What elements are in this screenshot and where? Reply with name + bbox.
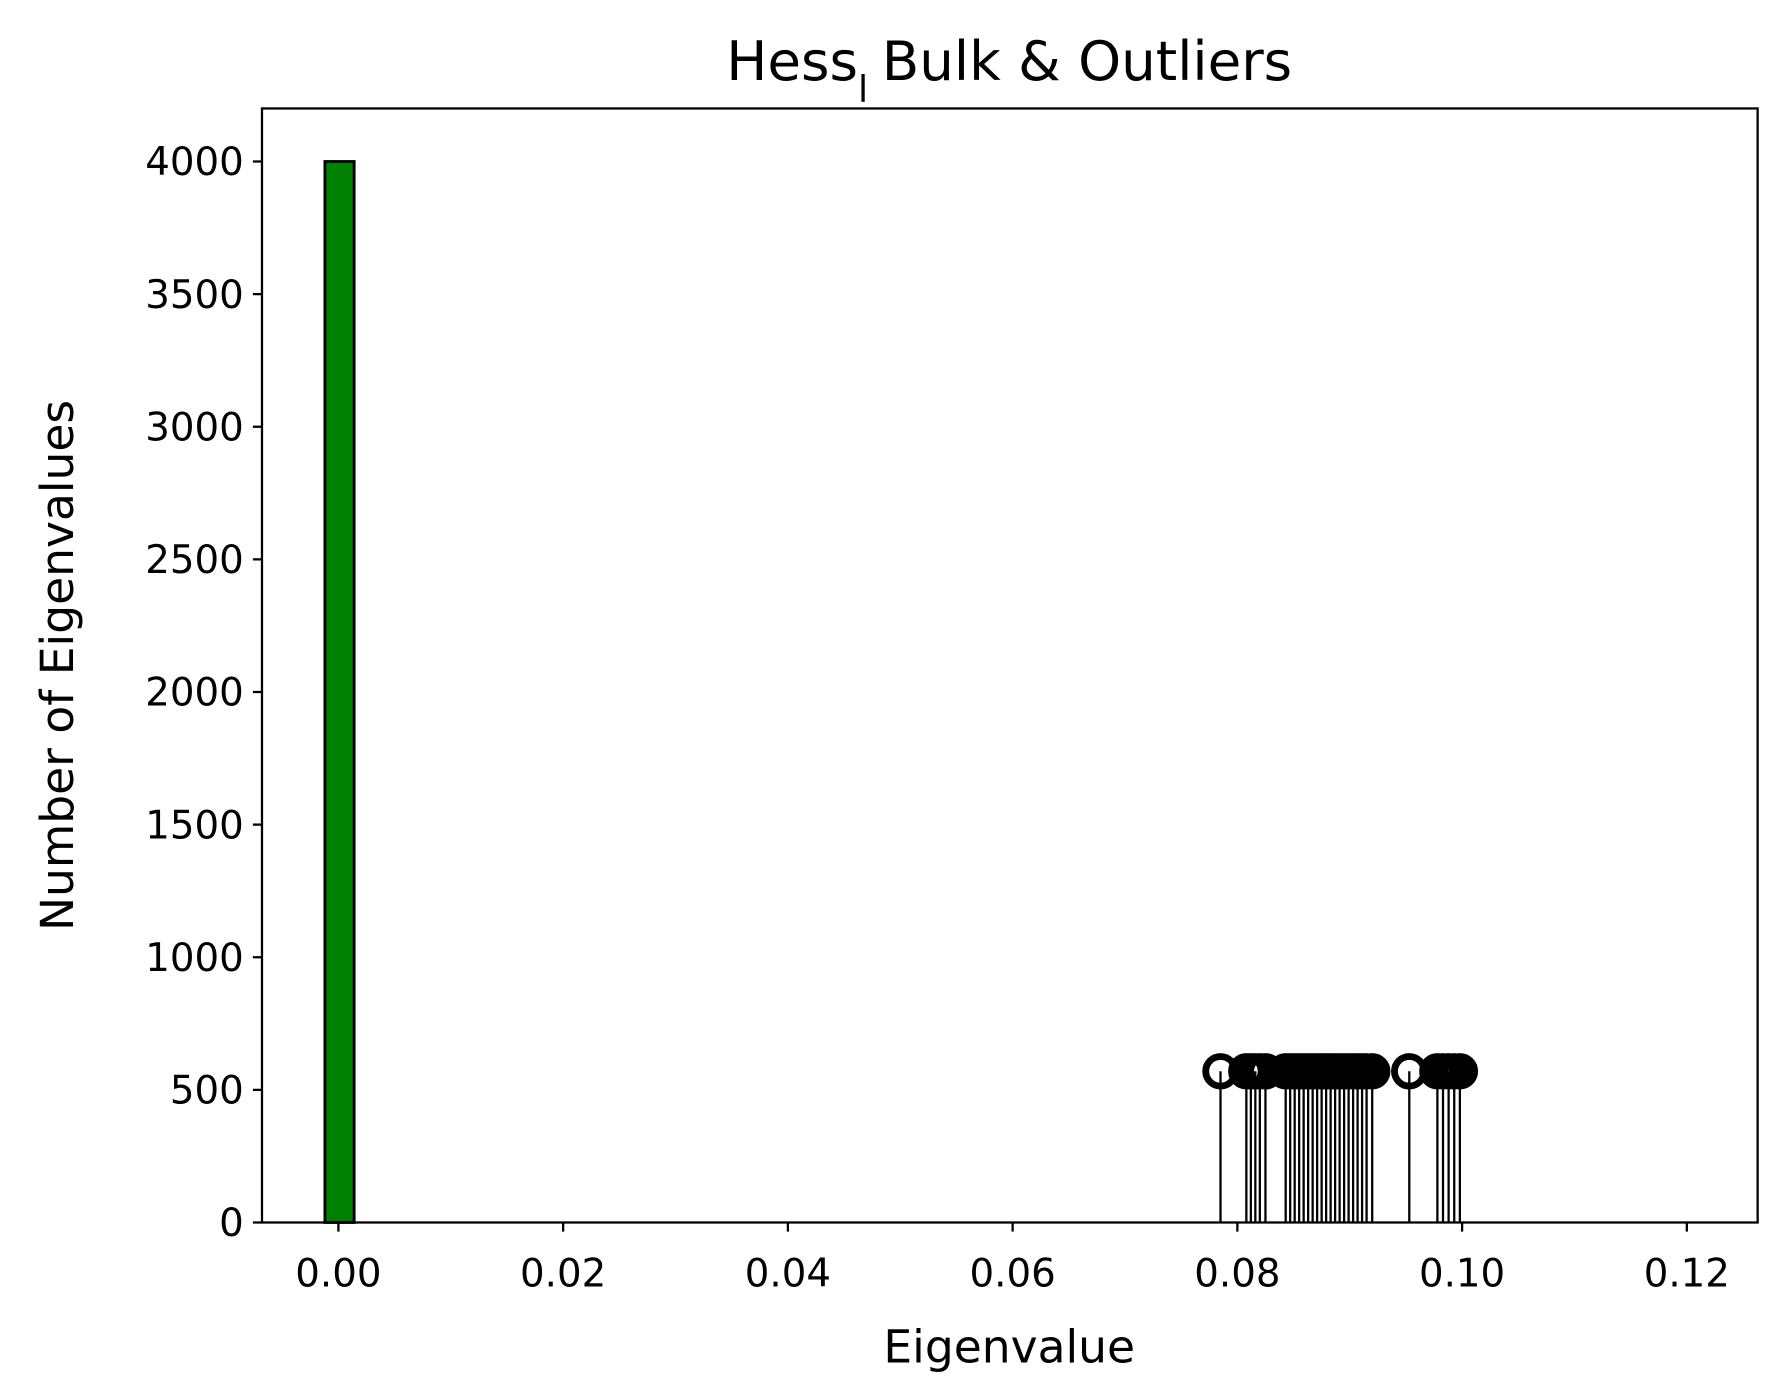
x-tick-label: 0.08 (1194, 1251, 1280, 1296)
y-tick-label: 2000 (145, 671, 244, 716)
y-tick-label: 2500 (145, 538, 244, 583)
y-tick-label: 3000 (145, 405, 244, 450)
x-tick-label: 0.10 (1419, 1251, 1505, 1296)
y-tick-label: 3500 (145, 273, 244, 318)
stem-marker (1441, 1053, 1479, 1090)
y-tick-label: 1000 (145, 936, 244, 981)
x-tick-label: 0.02 (520, 1251, 606, 1296)
y-tick-label: 1500 (145, 803, 244, 848)
stem-marker (1353, 1053, 1391, 1090)
bar (323, 160, 356, 1224)
title-rest: Bulk & Outliers (882, 29, 1292, 93)
x-tick-label: 0.04 (745, 1251, 831, 1296)
title-subscript: l (858, 67, 868, 110)
x-tick-label: 0.12 (1644, 1251, 1730, 1296)
x-axis-label: Eigenvalue (883, 1321, 1135, 1374)
y-tick-label: 4000 (145, 140, 244, 185)
y-tick-label: 500 (170, 1069, 244, 1114)
chart-title: Hessl Bulk & Outliers (726, 29, 1292, 111)
plot-frame (260, 107, 1759, 1224)
x-tick-label: 0.00 (295, 1251, 381, 1296)
title-main: Hess (726, 29, 858, 93)
y-tick-label: 0 (219, 1201, 244, 1246)
x-tick-label: 0.06 (970, 1251, 1056, 1296)
y-axis-label: Number of Eigenvalues (31, 400, 84, 931)
